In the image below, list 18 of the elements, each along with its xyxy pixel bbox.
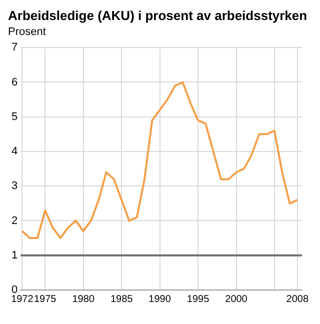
x-tick-label: 2008 xyxy=(286,294,309,305)
x-tick-label: 1995 xyxy=(186,294,210,305)
y-tick-label: 6 xyxy=(12,76,18,88)
y-tick-label: 5 xyxy=(12,110,18,123)
x-tick-label: 1990 xyxy=(148,294,172,305)
x-tick-label: 2000 xyxy=(225,294,248,305)
x-tick-label: 1975 xyxy=(34,294,57,305)
x-tick-label: 1985 xyxy=(110,294,134,305)
y-tick-label: 2 xyxy=(12,214,18,227)
y-tick-label: 4 xyxy=(12,146,18,158)
y-axis-title: Prosent xyxy=(8,26,47,38)
x-tick-label: 1972 xyxy=(11,294,34,305)
y-tick-label: 7 xyxy=(12,42,18,54)
x-tick-label: 1980 xyxy=(72,294,95,305)
y-tick-label: 3 xyxy=(12,180,18,192)
y-tick-label: 1 xyxy=(12,249,18,262)
y-tick-label: 0 xyxy=(12,284,18,296)
chart-title: Arbeidsledige (AKU) i prosent av arbeidsstyrken xyxy=(8,8,308,23)
